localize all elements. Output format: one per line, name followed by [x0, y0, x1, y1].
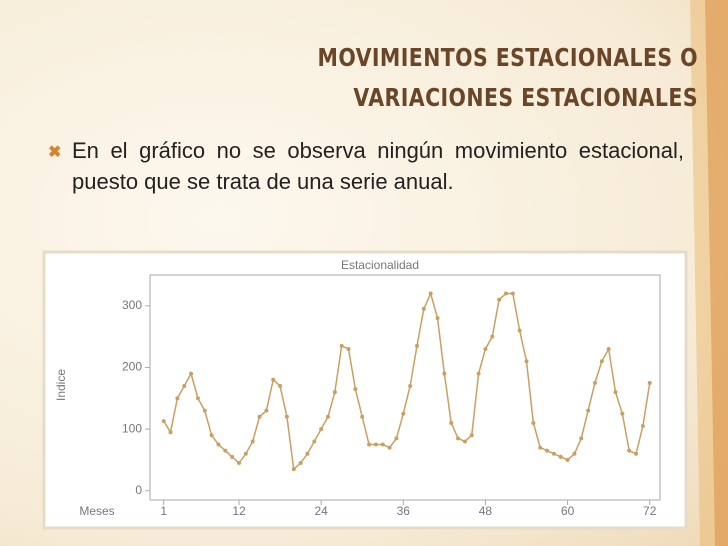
data-point [250, 439, 255, 444]
data-point [175, 396, 180, 401]
data-point [414, 343, 419, 348]
data-point [476, 371, 481, 376]
data-point [490, 334, 495, 339]
y-tick-label: 0 [135, 483, 142, 497]
y-tick-label: 100 [122, 421, 142, 435]
y-tick-label: 200 [122, 360, 142, 374]
data-point [346, 346, 351, 351]
data-point [189, 371, 194, 376]
data-point [565, 457, 570, 462]
data-point [401, 411, 406, 416]
data-point [305, 451, 310, 456]
data-point [551, 451, 556, 456]
y-tick-label: 300 [122, 298, 142, 312]
data-point [558, 454, 563, 459]
data-point [545, 448, 550, 453]
data-point [428, 291, 433, 296]
data-point [531, 420, 536, 425]
x-tick-label: 72 [643, 504, 657, 518]
data-point [325, 414, 330, 419]
data-point [182, 383, 187, 388]
bullet-mark: ✖ [48, 144, 62, 161]
data-point [380, 442, 385, 447]
bullet-text: En el gráfico no se observa ningún movim… [72, 138, 684, 194]
x-tick-label: 60 [561, 504, 575, 518]
data-point [579, 436, 584, 441]
data-point [517, 328, 522, 333]
x-axis-label: Meses [79, 504, 114, 518]
data-point [599, 359, 604, 364]
data-point [209, 433, 214, 438]
data-point [216, 442, 221, 447]
data-point [367, 442, 372, 447]
data-point [353, 387, 358, 392]
data-point [497, 297, 502, 302]
data-point [339, 343, 344, 348]
data-point [421, 306, 426, 311]
chart-title: Estacionalidad [341, 258, 419, 272]
data-point [291, 467, 296, 472]
data-point [462, 439, 467, 444]
chart-frame [42, 250, 688, 530]
data-point [230, 454, 235, 459]
data-point [640, 424, 645, 429]
plot-frame [149, 274, 661, 501]
data-point [586, 408, 591, 413]
x-tick-label: 48 [479, 504, 493, 518]
data-point [524, 359, 529, 364]
data-point [592, 380, 597, 385]
data-point [236, 461, 241, 466]
data-point [620, 411, 625, 416]
data-point [298, 461, 303, 466]
data-point [373, 442, 378, 447]
data-point [449, 420, 454, 425]
data-point [469, 433, 474, 438]
data-point [387, 445, 392, 450]
data-point [627, 448, 632, 453]
data-point [223, 448, 228, 453]
data-point [319, 427, 324, 432]
data-point [634, 451, 639, 456]
data-point [360, 414, 365, 419]
x-tick-label: 1 [160, 504, 167, 518]
data-point [483, 346, 488, 351]
data-point [394, 436, 399, 441]
y-axis-label: Indice [54, 369, 68, 401]
data-point [264, 408, 269, 413]
data-point [332, 390, 337, 395]
data-point [606, 346, 611, 351]
data-point [278, 383, 283, 388]
data-point [284, 414, 289, 419]
data-point [161, 419, 166, 424]
data-point [408, 383, 413, 388]
data-point [613, 390, 618, 395]
data-point [435, 316, 440, 321]
data-point [456, 436, 461, 441]
chart: Estacionalidad Meses Indice 0 100 200 300 1 1… [42, 250, 688, 530]
data-point [312, 439, 317, 444]
data-point [538, 445, 543, 450]
data-point [572, 451, 577, 456]
data-point [243, 451, 248, 456]
slide-title: MOVIMIENTOS ESTACIONALES O VARIACIONES E… [317, 43, 698, 112]
data-point [195, 396, 200, 401]
data-point [442, 371, 447, 376]
data-point [510, 291, 515, 296]
data-point [647, 380, 652, 385]
data-point [202, 408, 207, 413]
data-point [271, 377, 276, 382]
data-point [503, 291, 508, 296]
x-tick-label: 12 [232, 504, 246, 518]
x-tick-label: 24 [314, 504, 328, 518]
data-point [168, 430, 173, 435]
data-point [257, 414, 262, 419]
x-tick-label: 36 [397, 504, 411, 518]
